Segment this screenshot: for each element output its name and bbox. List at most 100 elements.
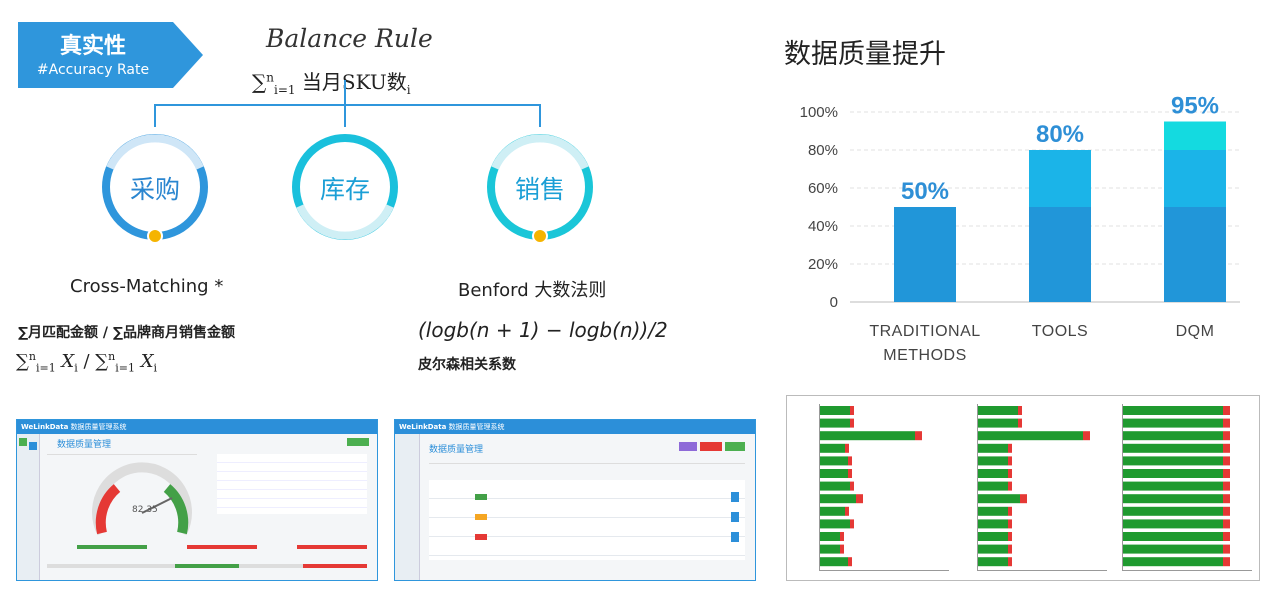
mini-bar <box>820 506 845 516</box>
mini-bar-red <box>1223 456 1230 466</box>
data-label: 95% <box>1171 93 1219 120</box>
mini-bar <box>1123 443 1223 453</box>
mini-bar-red <box>1008 544 1012 554</box>
thumb-app-title: 数据质量管理系统 <box>448 423 505 431</box>
mini-bar <box>820 418 850 428</box>
bar-segment <box>1164 121 1226 150</box>
thumb-info-table <box>217 454 367 514</box>
cross-matching-formula: ∑ni=1 Xi / ∑ni=1 Xi <box>16 350 157 375</box>
mini-bar-red <box>1008 557 1012 567</box>
mini-bar <box>978 456 1008 466</box>
mini-bar-red <box>1223 532 1230 541</box>
benford-title: Benford 大数法则 <box>458 280 607 301</box>
mini-bar <box>1123 418 1223 428</box>
mini-bar <box>1123 406 1223 415</box>
thumb-action-button <box>347 438 369 446</box>
mini-bar-red <box>1008 469 1012 478</box>
mini-bar <box>820 431 915 441</box>
thumb-header: WeLinkData 数据质量管理系统 <box>395 420 755 434</box>
mini-bar-red <box>848 469 852 478</box>
thumb-bar <box>297 545 367 549</box>
thumb-divider <box>47 454 197 455</box>
thumb-button <box>700 442 722 451</box>
formula-index: i <box>153 361 158 375</box>
mini-bar <box>978 532 1008 541</box>
formula-sep: / <box>77 351 96 372</box>
mini-bar-red <box>1223 557 1230 567</box>
bar-segment <box>1164 150 1226 207</box>
balance-rule-formula: ∑ni=1 当月SKU数i <box>252 66 411 97</box>
mini-bar <box>820 544 840 554</box>
mini-bar <box>978 443 1008 453</box>
mini-bar-red <box>848 557 852 567</box>
mini-bar-red <box>850 519 854 529</box>
mini-bar-red <box>850 406 854 415</box>
mini-bar <box>978 506 1008 516</box>
mini-bar <box>1123 456 1223 466</box>
x-tick-label: TOOLS <box>1032 323 1088 340</box>
y-tick-label: 0 <box>830 294 838 311</box>
y-tick-label: 80% <box>808 142 838 159</box>
mini-bar-red <box>1223 431 1230 441</box>
thumb-row-action <box>731 512 739 522</box>
quality-bar-chart: 100% 80% 60% 40% 20% 0 50% TRADITIONAL METHODS 80… <box>800 93 1240 364</box>
x-tick-label: TRADITIONAL <box>869 323 980 340</box>
mini-bar-red <box>1018 406 1022 415</box>
mini-axis <box>819 404 820 570</box>
mini-bar <box>1123 494 1223 504</box>
formula-sup: n <box>266 70 275 85</box>
thumb-page-title: 数据质量管理 <box>57 440 112 450</box>
thumb-bar <box>187 545 257 549</box>
circle-inventory-arc <box>296 204 394 240</box>
mini-bar-red <box>840 532 844 541</box>
screenshot-thumbnail-gauge: WeLinkData 数据质量管理系统 数据质量管理 82.35 <box>16 419 378 581</box>
formula-index: i <box>406 83 411 97</box>
mini-bar-red <box>845 443 849 453</box>
thumb-header: WeLinkData 数据质量管理系统 <box>17 420 377 434</box>
thumb-status-tag <box>475 514 487 520</box>
badge-title: 真实性 <box>59 34 126 59</box>
x-tick-label: DQM <box>1176 323 1215 340</box>
mini-bar <box>978 481 1008 491</box>
thumb-mini-bar-charts <box>819 404 1252 571</box>
thumb-sidebar <box>395 434 420 580</box>
formula-sub: i=1 <box>115 361 135 375</box>
thumb-divider <box>429 463 745 464</box>
mini-bar <box>820 481 850 491</box>
formula-text: 当月SKU数 <box>295 70 407 94</box>
mini-bar <box>1123 557 1223 567</box>
mini-axis <box>819 570 949 571</box>
mini-bar-red <box>850 418 854 428</box>
thumb-app-title: 数据质量管理系统 <box>70 423 127 431</box>
mini-bar-red <box>1223 519 1230 529</box>
bar-segment <box>1029 150 1091 207</box>
x-tick-label: METHODS <box>883 347 967 364</box>
formula-sup: n <box>28 350 36 363</box>
thumb-logo: WeLinkData <box>399 423 447 431</box>
mini-bar <box>820 494 856 504</box>
mini-bar-red <box>1223 506 1230 516</box>
mini-bar <box>978 557 1008 567</box>
thumb-table <box>429 480 745 560</box>
circle-label-purchase: 采购 <box>129 175 180 204</box>
mini-bar <box>1123 431 1223 441</box>
thumb-sidebar-icon <box>19 438 27 446</box>
chart-title: 数据质量提升 <box>784 39 946 70</box>
thumb-status-tag <box>475 534 487 540</box>
mini-bar-red <box>1223 494 1230 504</box>
mini-bar-red <box>1223 481 1230 491</box>
data-label: 50% <box>901 178 949 205</box>
mini-bar <box>820 469 848 478</box>
badge-subtitle: #Accuracy Rate <box>36 62 150 78</box>
mini-bar-red <box>1223 406 1230 415</box>
screenshot-thumbnail-bars <box>786 395 1260 581</box>
sum-symbol: ∑ <box>252 70 267 94</box>
thumb-bottom-bar <box>47 564 367 568</box>
mini-bar-red <box>1223 418 1230 428</box>
y-tick-label: 40% <box>808 218 838 235</box>
mini-bar-red <box>1008 519 1012 529</box>
circle-sales-arc <box>491 134 589 170</box>
thumb-button <box>725 442 745 451</box>
tree-diagram <box>102 80 593 244</box>
mini-bar <box>1123 532 1223 541</box>
